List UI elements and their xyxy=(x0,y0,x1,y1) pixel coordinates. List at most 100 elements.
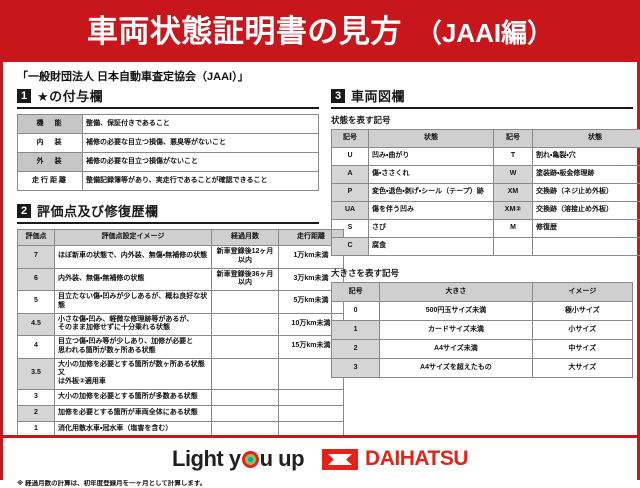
slogan-part-1: Light y xyxy=(172,446,241,472)
table-row: 3 大小の加修を必要とする箇所が多数ある状態 xyxy=(18,389,344,405)
section-3-heading: 3 車両図欄 xyxy=(331,86,633,109)
score-image-cell: 大小の加修を必要とする箇所が多数ある状態 xyxy=(55,389,212,405)
symbol-cell: P xyxy=(332,184,369,202)
symbol-cell: UA xyxy=(332,202,369,220)
criteria-label: 外 装 xyxy=(18,153,83,172)
months-cell: 新車登録後12ヶ月以内 xyxy=(212,246,279,269)
slogan: Light y u up xyxy=(172,446,304,472)
state-cell: 交換跡（ネジ止め外板） xyxy=(533,184,640,202)
content-columns: 1 ★の付与欄 機 能 整備、保証付きであること 内 装 補修の必要な目立つ損傷… xyxy=(3,86,637,488)
size-desc-cell: A4サイズを超えたもの xyxy=(380,359,532,378)
criteria-text: 補修の必要な目立つ損傷、悪臭等がないこと xyxy=(83,134,319,153)
score-image-cell: 目立たない傷・凹みが少しあるが、概ね良好な状態 xyxy=(55,291,212,314)
symbol-cell xyxy=(494,238,533,256)
size-image-cell: 大サイズ xyxy=(532,359,632,378)
table-row: 2 A4サイズ未満 中サイズ xyxy=(332,340,633,359)
column-header-image: イメージ xyxy=(532,283,632,302)
section-1-number: 1 xyxy=(17,89,31,103)
condition-symbols-table: 記号 状態 記号 状態 U 凹み・曲がり T 割れ・亀裂・穴 A 傷・ささくれ xyxy=(331,129,640,256)
section-3-number: 3 xyxy=(331,89,345,103)
size-image-cell: 極小サイズ xyxy=(532,302,632,321)
criteria-label: 内 装 xyxy=(18,134,83,153)
page-title-main: 車両状態証明書の見方 xyxy=(87,14,402,49)
size-desc-cell: A4サイズ未満 xyxy=(380,340,532,359)
months-cell xyxy=(212,291,279,314)
symbol-cell: S xyxy=(332,220,369,238)
size-symbol-cell: 3 xyxy=(332,359,380,378)
criteria-label: 走行距離 xyxy=(18,172,83,191)
score-cell: 3.5 xyxy=(18,358,55,389)
table-row: 5 目立たない傷・凹みが少しあるが、概ね良好な状態 5万km未満 xyxy=(18,291,344,314)
score-cell: 2 xyxy=(18,405,55,421)
section-2-number: 2 xyxy=(17,204,31,218)
brand-name: DAIHATSU xyxy=(365,447,468,471)
score-image-cell: 加修を必要とする箇所が車両全体にある状態 xyxy=(55,405,212,421)
symbol-cell: XM xyxy=(494,184,533,202)
state-cell: 腐食 xyxy=(369,238,494,256)
table-row: 3.5 大小の加修を必要とする箇所が数ヶ所ある状態又 は外板②適用車 xyxy=(18,358,344,389)
size-symbols-caption: 大きさを表す記号 xyxy=(331,267,633,279)
state-cell: さび xyxy=(369,220,494,238)
table-row: 走行距離 整備記録簿等があり、実走行であることが確認できること xyxy=(18,172,319,191)
column-header-symbol: 記号 xyxy=(332,283,380,302)
symbol-cell: M xyxy=(494,220,533,238)
months-cell xyxy=(212,358,279,389)
page-title: 車両状態証明書の見方 （JAAI編） xyxy=(87,16,553,47)
score-image-cell: 小さな傷・凹み、軽微な修理跡等があるが、 そのまま加修せずに十分乗れる状態 xyxy=(55,313,212,336)
association-name: 「一般財団法人 日本自動車査定協会（JAAI）」 xyxy=(3,62,637,86)
criteria-text: 補修の必要な目立つ損傷がないこと xyxy=(83,153,319,172)
table-row: U 凹み・曲がり T 割れ・亀裂・穴 xyxy=(332,148,640,166)
months-cell xyxy=(212,389,279,405)
size-desc-cell: カードサイズ未満 xyxy=(380,321,532,340)
score-image-cell: ほぼ新車の状態で、内外装、無傷・無補修の状態 xyxy=(55,246,212,269)
star-criteria-table: 機 能 整備、保証付きであること 内 装 補修の必要な目立つ損傷、悪臭等がないこ… xyxy=(17,114,319,191)
table-row: 1 カードサイズ未満 小サイズ xyxy=(332,321,633,340)
left-column: 1 ★の付与欄 機 能 整備、保証付きであること 内 装 補修の必要な目立つ損傷… xyxy=(17,86,319,488)
condition-symbols-caption: 状態を表す記号 xyxy=(331,114,633,126)
table-row: C 腐食 xyxy=(332,238,640,256)
section-2-title: 評価点及び修復歴欄 xyxy=(37,201,159,220)
score-cell: 7 xyxy=(18,246,55,269)
months-cell xyxy=(212,405,279,421)
months-cell: 新車登録後36ヶ月以内 xyxy=(212,268,279,291)
size-symbol-cell: 1 xyxy=(332,321,380,340)
table-row: 機 能 整備、保証付きであること xyxy=(18,115,319,134)
slogan-part-2: u up xyxy=(260,446,304,472)
table-row: 4.5 小さな傷・凹み、軽微な修理跡等があるが、 そのまま加修せずに十分乗れる状… xyxy=(18,313,344,336)
footer: Light y u up DAIHATSU xyxy=(3,438,637,480)
column-header-state-right: 状態 xyxy=(533,130,640,148)
score-cell: 5 xyxy=(18,291,55,314)
evaluation-score-table: 評価点 評価点設定イメージ 経過月数 走行距離 7 ほぼ新車の状態で、内外装、無… xyxy=(17,229,344,454)
score-cell: 6 xyxy=(18,268,55,291)
table-row: 0 500円玉サイズ未満 極小サイズ xyxy=(332,302,633,321)
table-header-row: 評価点 評価点設定イメージ 経過月数 走行距離 xyxy=(18,230,344,246)
score-cell: 4.5 xyxy=(18,313,55,336)
size-symbol-cell: 2 xyxy=(332,340,380,359)
state-cell: 凹み・曲がり xyxy=(369,148,494,166)
state-cell: 塗装跡・板金修理跡 xyxy=(533,166,640,184)
size-image-cell: 小サイズ xyxy=(532,321,632,340)
criteria-text: 整備記録簿等があり、実走行であることが確認できること xyxy=(83,172,319,191)
score-image-cell: 内外装、無傷・無補修の状態 xyxy=(55,268,212,291)
score-cell: 3 xyxy=(18,389,55,405)
table-row: 内 装 補修の必要な目立つ損傷、悪臭等がないこと xyxy=(18,134,319,153)
size-symbols-table: 記号 大きさ イメージ 0 500円玉サイズ未満 極小サイズ 1 カードサイズ未… xyxy=(331,282,633,378)
symbol-cell: C xyxy=(332,238,369,256)
table-row: 外 装 補修の必要な目立つ損傷がないこと xyxy=(18,153,319,172)
brand-logo: DAIHATSU xyxy=(322,447,468,471)
symbol-cell: XM② xyxy=(494,202,533,220)
column-header-size: 大きさ xyxy=(380,283,532,302)
state-cell: 変色・退色・剥げ・シール（テープ）跡 xyxy=(369,184,494,202)
size-desc-cell: 500円玉サイズ未満 xyxy=(380,302,532,321)
table-header-row: 記号 状態 記号 状態 xyxy=(332,130,640,148)
column-header-state-left: 状態 xyxy=(369,130,494,148)
months-cell xyxy=(212,313,279,336)
state-cell: 傷・ささくれ xyxy=(369,166,494,184)
state-cell: 傷を伴う凹み xyxy=(369,202,494,220)
symbol-cell: U xyxy=(332,148,369,166)
score-image-cell: 大小の加修を必要とする箇所が数ヶ所ある状態又 は外板②適用車 xyxy=(55,358,212,389)
table-row: 3 A4サイズを超えたもの 大サイズ xyxy=(332,359,633,378)
table-row: UA 傷を伴う凹み XM② 交換跡（溶接止め外板） xyxy=(332,202,640,220)
daihatsu-emblem-icon xyxy=(322,449,358,470)
page-title-sub: （JAAI編） xyxy=(416,18,553,48)
